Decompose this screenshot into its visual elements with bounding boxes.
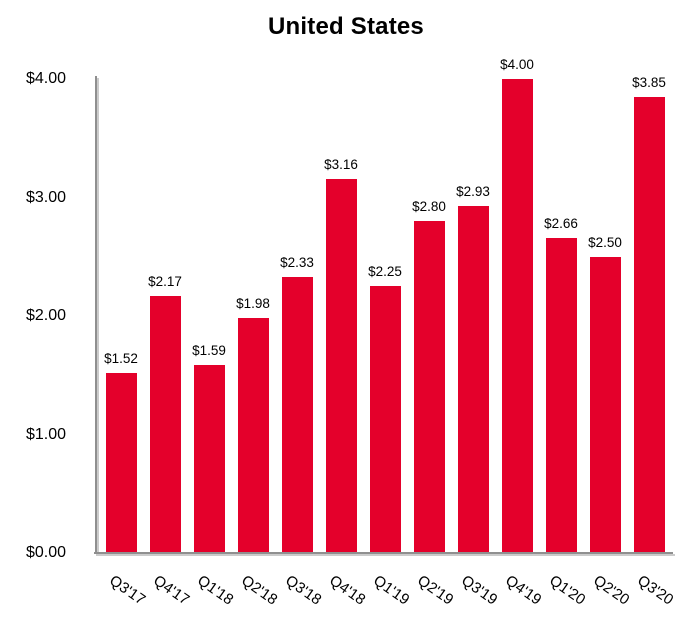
- bar: [281, 276, 313, 552]
- bar-value-label: $2.80: [412, 199, 446, 215]
- x-tick-label: Q3'18: [282, 572, 325, 609]
- bar: [193, 364, 225, 552]
- bar: [237, 318, 269, 552]
- bar-value-label: $2.33: [280, 254, 314, 270]
- bar-value-label: $1.59: [192, 342, 226, 358]
- x-tick-label: Q4'17: [150, 572, 193, 609]
- bar-value-label: $2.17: [148, 273, 182, 289]
- y-tick-label: $3.00: [25, 188, 66, 206]
- x-tick-label: Q4'19: [502, 572, 545, 609]
- x-tick-label: Q4'18: [326, 572, 369, 609]
- y-tick-label: $4.00: [25, 70, 66, 87]
- bar: [325, 178, 357, 552]
- bar-value-label: $2.25: [368, 264, 402, 280]
- bar-value-label: $2.93: [456, 183, 490, 199]
- x-tick-label: Q3'20: [634, 572, 677, 609]
- x-tick-label: Q1'19: [370, 572, 413, 609]
- bar: [105, 372, 137, 552]
- bar-value-label: $1.98: [236, 296, 270, 312]
- bar-value-label: $2.66: [544, 215, 578, 231]
- bar: [633, 96, 665, 552]
- bar: [457, 205, 489, 552]
- y-axis-line: [95, 76, 97, 553]
- bar-value-label: $3.85: [632, 74, 666, 90]
- y-tick-label: $2.00: [25, 307, 66, 324]
- bar: [501, 79, 533, 552]
- x-tick-label: Q2'19: [414, 572, 457, 609]
- x-axis-line: [94, 552, 673, 554]
- chart-title: United States: [268, 13, 424, 40]
- bar: [369, 286, 401, 552]
- x-tick-label: Q1'18: [194, 572, 237, 609]
- bar-value-label: $4.00: [500, 57, 534, 72]
- bar: [589, 256, 621, 552]
- bar: [545, 237, 577, 552]
- bar-value-label: $1.52: [104, 350, 138, 366]
- x-tick-label: Q2'18: [238, 572, 281, 609]
- x-tick-label: Q3'19: [458, 572, 501, 609]
- x-tick-label: Q2'20: [590, 572, 633, 609]
- bar-value-label: $2.50: [588, 234, 622, 250]
- bar-value-label: $3.16: [324, 156, 358, 172]
- bar: [413, 221, 445, 552]
- y-tick-label: $0.00: [25, 544, 66, 561]
- x-tick-label: Q3'17: [106, 572, 149, 609]
- bar: [149, 295, 181, 552]
- y-tick-label: $1.00: [25, 425, 66, 443]
- x-tick-label: Q1'20: [546, 572, 589, 609]
